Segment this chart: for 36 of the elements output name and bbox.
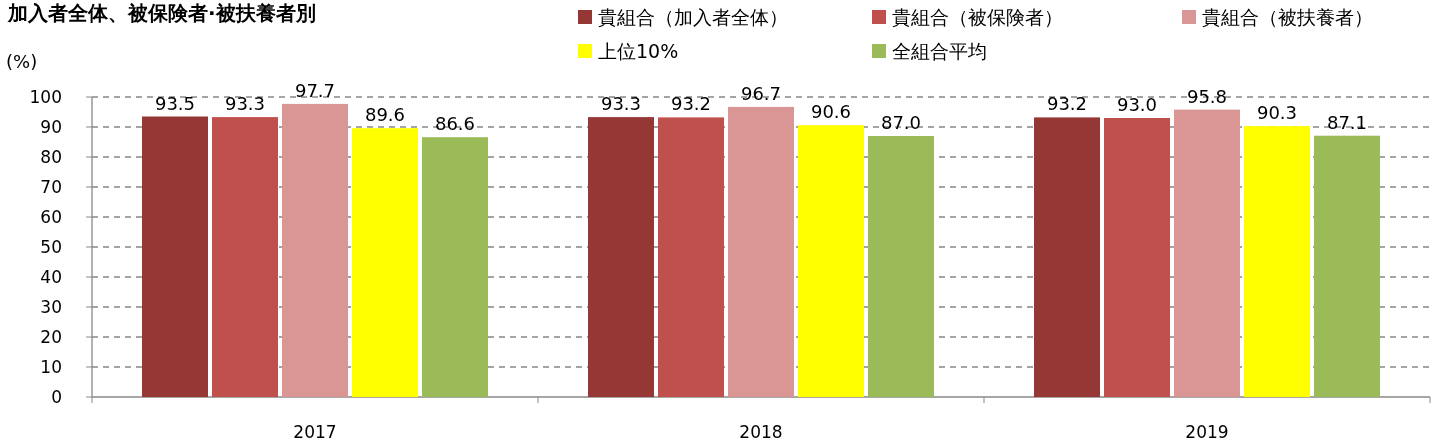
y-tick-label: 30 [40, 297, 62, 317]
y-axis-title: (%) [6, 51, 38, 72]
y-tick-label: 20 [40, 327, 62, 347]
data-label: 87.1 [1326, 111, 1368, 133]
y-tick-label: 40 [40, 267, 62, 287]
data-label: 93.3 [224, 93, 266, 115]
data-label: 93.2 [670, 93, 712, 115]
data-label: 96.7 [740, 82, 782, 104]
data-label: 93.0 [1116, 94, 1158, 115]
x-tick-label: 2017 [293, 422, 337, 442]
x-tick-label: 2018 [739, 422, 783, 442]
data-label: 93.2 [1046, 93, 1088, 115]
y-tick-label: 0 [51, 387, 62, 407]
y-tick-label: 100 [29, 87, 62, 107]
y-tick-label: 60 [40, 207, 62, 227]
legend-label: 上位10% [598, 40, 679, 62]
y-tick-label: 80 [40, 147, 62, 167]
legend-label: 貴組合（被保険者） [892, 6, 1063, 28]
data-label: 90.3 [1256, 102, 1298, 124]
data-label: 87.0 [880, 112, 922, 133]
legend-label: 全組合平均 [892, 40, 987, 62]
data-label: 95.8 [1186, 85, 1228, 107]
legend-label: 貴組合（加入者全体） [598, 6, 788, 28]
data-label: 89.6 [364, 104, 406, 126]
y-tick-label: 10 [40, 357, 62, 377]
legend-label: 貴組合（被扶養者） [1202, 6, 1373, 28]
data-label: 86.6 [434, 113, 476, 135]
data-label: 90.6 [810, 101, 852, 123]
y-tick-label: 70 [40, 177, 62, 197]
data-label: 97.7 [294, 79, 336, 101]
data-label: 93.5 [154, 92, 196, 114]
chart-title: 加入者全体、被保険者·被扶養者別 [7, 1, 316, 25]
y-tick-label: 50 [40, 237, 62, 257]
y-tick-label: 90 [40, 117, 62, 137]
data-label: 93.3 [600, 93, 642, 115]
x-tick-label: 2019 [1185, 422, 1229, 442]
